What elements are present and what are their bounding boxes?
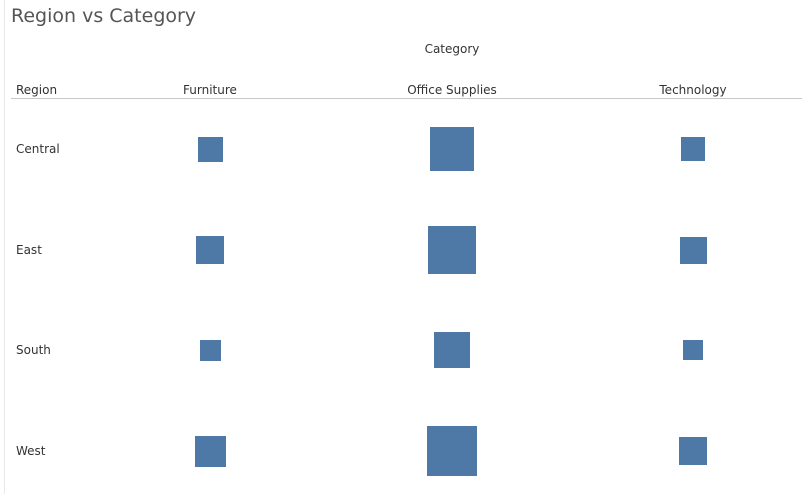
row-header-central: Central (16, 142, 60, 156)
mark-south-furniture[interactable] (200, 340, 221, 361)
left-border (4, 0, 5, 494)
column-header-technology: Technology (659, 83, 727, 97)
mark-central-furniture[interactable] (198, 137, 223, 162)
column-field-label: Category (424, 42, 480, 56)
mark-west-office-supplies[interactable] (427, 426, 477, 476)
mark-south-technology[interactable] (683, 340, 703, 360)
row-header-east: East (16, 243, 42, 257)
chart-title: Region vs Category (11, 5, 197, 27)
mark-east-office-supplies[interactable] (428, 226, 476, 274)
column-header-office-supplies: Office Supplies (407, 83, 497, 97)
row-header-west: West (16, 444, 46, 458)
mark-central-office-supplies[interactable] (430, 127, 474, 171)
header-divider (11, 98, 802, 99)
row-field-label: Region (16, 83, 58, 97)
mark-east-technology[interactable] (680, 237, 707, 264)
mark-west-technology[interactable] (679, 437, 707, 465)
column-header-furniture: Furniture (183, 83, 237, 97)
row-header-south: South (16, 343, 51, 357)
mark-east-furniture[interactable] (196, 236, 224, 264)
mark-west-furniture[interactable] (195, 436, 226, 467)
mark-south-office-supplies[interactable] (434, 332, 470, 368)
mark-central-technology[interactable] (681, 137, 705, 161)
